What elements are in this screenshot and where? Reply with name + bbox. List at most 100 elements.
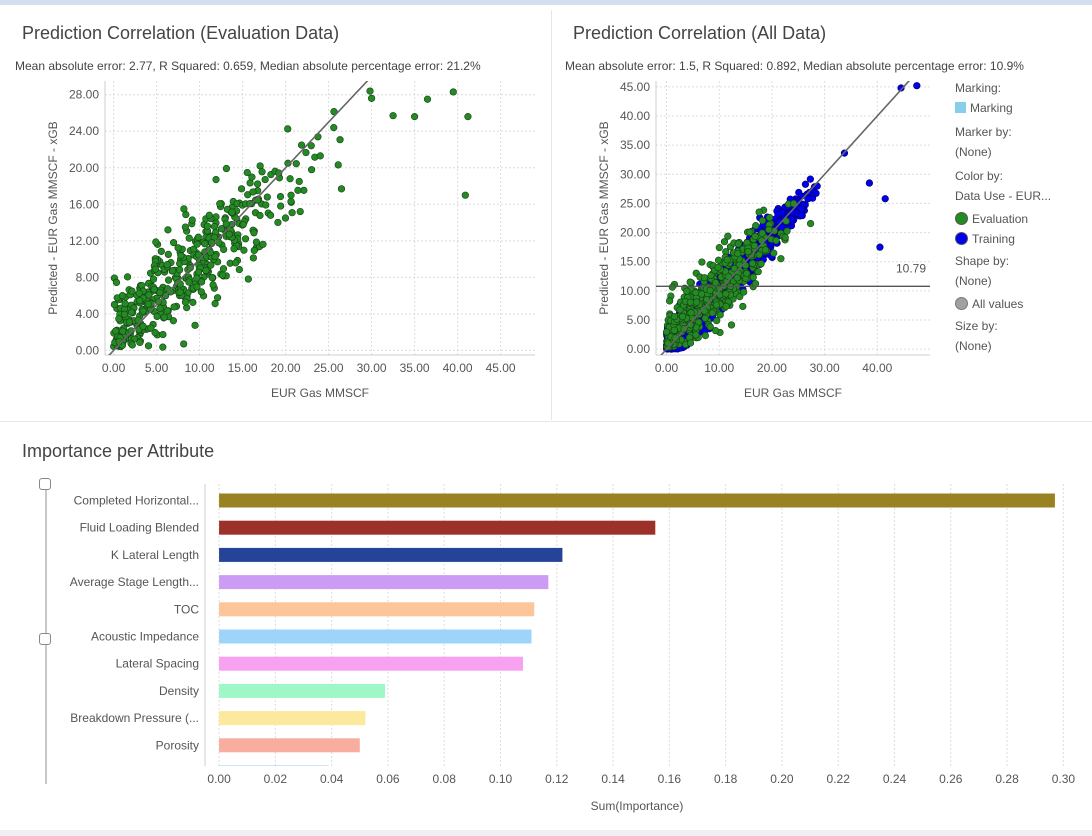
evaluation-point [228, 208, 236, 216]
evaluation-point [153, 312, 161, 321]
evaluation-point [177, 252, 185, 260]
evaluation-point [240, 246, 248, 254]
evaluation-point [337, 185, 346, 193]
reference-line-y-equals-x [108, 81, 369, 355]
evaluation-point [686, 298, 695, 306]
marking-swatch-icon [955, 102, 966, 113]
x-tick-label: 0.16 [658, 772, 682, 786]
legend-size-by-label: Size by: [955, 319, 998, 333]
evaluation-point [755, 251, 763, 259]
evaluation-point [670, 326, 678, 334]
evaluation-point [202, 266, 210, 275]
evaluation-point [734, 249, 742, 258]
importance-bar [219, 493, 1055, 508]
importance-bar [219, 602, 535, 617]
evaluation-point [275, 169, 283, 177]
y-tick-label: 30.00 [620, 167, 650, 181]
evaluation-point [218, 271, 227, 279]
evaluation-point [287, 197, 295, 206]
legend-marker-by-label: Marker by: [955, 125, 1012, 139]
reference-line-y-equals-x [660, 81, 911, 355]
evaluation-point [701, 331, 710, 340]
evaluation-point [758, 216, 767, 225]
category-label: TOC [174, 602, 199, 616]
evaluation-point [330, 124, 338, 132]
legend-item-all-values[interactable]: All values [955, 294, 1085, 314]
legend-color-by-value[interactable]: Data Use - EUR... [955, 189, 1052, 203]
evaluation-point [181, 298, 190, 306]
legend-color-by-label: Color by: [955, 169, 1004, 183]
evaluation-point [276, 192, 285, 201]
evaluation-point [671, 334, 679, 342]
evaluation-point [698, 258, 706, 266]
evaluation-point [185, 278, 193, 286]
evaluation-point [256, 211, 264, 220]
legend-size-by-value[interactable]: (None) [955, 339, 992, 353]
legend-item-training[interactable]: Training [955, 229, 1085, 249]
x-tick-label: 0.00 [655, 361, 679, 375]
evaluation-point [715, 244, 723, 252]
evaluation-point [195, 251, 203, 259]
evaluation-point [288, 209, 296, 217]
bottom-bar [0, 830, 1092, 836]
evaluation-point [713, 317, 721, 325]
y-tick-label: 20.00 [69, 161, 99, 175]
evaluation-point [250, 229, 258, 237]
legend-marking-item[interactable]: Marking [955, 98, 1085, 118]
evaluation-point [176, 266, 184, 274]
evaluation-point [302, 148, 310, 157]
legend-marker-by-value[interactable]: (None) [955, 145, 992, 159]
evaluation-point [118, 292, 127, 300]
x-tick-label: 0.00 [102, 361, 126, 375]
evaluation-point [127, 308, 136, 316]
evaluation-point [284, 159, 292, 167]
scroll-handle-bottom[interactable] [39, 633, 51, 645]
panel-divider-vertical [551, 10, 552, 420]
evaluation-point [180, 340, 188, 348]
importance-bar-partial [219, 765, 329, 766]
evaluation-point [294, 186, 302, 194]
x-tick-label: 0.12 [545, 772, 569, 786]
x-tick-label: 0.18 [714, 772, 738, 786]
legend-shape-by-value[interactable]: (None) [955, 274, 992, 288]
importance-bar-chart[interactable]: 0.00 0.02 0.04 0.06 0.08 0.10 0.12 0.14 0.16 0.18… [52, 470, 1092, 826]
evaluation-point [214, 294, 222, 302]
x-tick-label: 0.20 [770, 772, 794, 786]
evaluation-point [758, 229, 766, 237]
evaluation-point [733, 274, 741, 282]
evaluation-outlier-point [368, 94, 376, 102]
evaluation-point [157, 247, 165, 255]
panel-divider-horizontal [0, 421, 1092, 422]
eval-chart-title: Prediction Correlation (Evaluation Data) [22, 23, 340, 43]
evaluation-point [692, 331, 700, 339]
evaluation-point [781, 233, 789, 242]
evaluation-point [686, 339, 695, 347]
scroll-handle-top[interactable] [39, 478, 51, 490]
evaluation-point [207, 261, 215, 269]
x-tick-label: 45.00 [486, 361, 516, 375]
evaluation-point [692, 298, 701, 306]
evaluation-point [163, 261, 171, 269]
evaluation-point [714, 256, 723, 264]
evaluation-point [197, 278, 206, 286]
x-tick-label: 30.00 [357, 361, 387, 375]
x-tick-label: 0.24 [883, 772, 907, 786]
evaluation-point [261, 175, 269, 184]
evaluation-point [295, 177, 303, 186]
evaluation-point [316, 152, 324, 160]
evaluation-point [284, 125, 292, 133]
x-tick-label: 0.30 [1052, 772, 1076, 786]
evaluation-point [754, 268, 762, 276]
evaluation-point [740, 288, 748, 296]
legend-item-evaluation[interactable]: Evaluation [955, 209, 1085, 229]
evaluation-point [125, 318, 134, 326]
eval-scatter-plot[interactable]: 0.00 5.00 10.00 15.00 20.00 25.00 30.00 35.00 40… [0, 75, 551, 415]
training-point [804, 195, 812, 203]
all-scatter-plot[interactable]: 0.00 10.00 20.00 30.00 40.00 0.00 5.00 10.00 15.… [552, 75, 952, 415]
evaluation-point [209, 281, 217, 289]
training-outlier-point [865, 179, 874, 187]
x-axis-label: EUR Gas MMSCF [271, 386, 369, 400]
legend-all-values-text: All values [972, 297, 1024, 311]
evaluation-point [761, 246, 770, 254]
evaluation-point [708, 309, 716, 317]
